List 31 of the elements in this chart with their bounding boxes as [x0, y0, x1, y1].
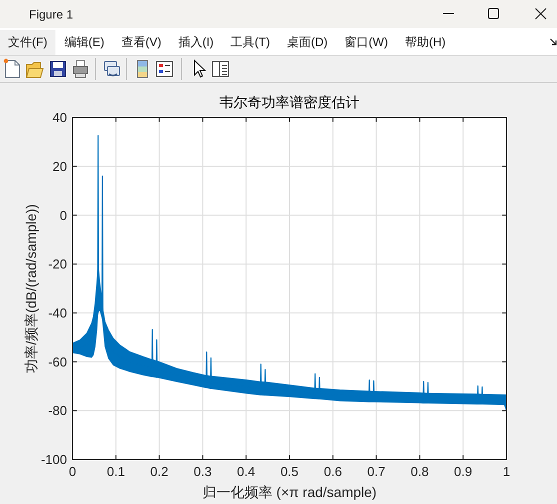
x-tick-label: 0.3	[194, 464, 212, 479]
text: 插入(I)	[178, 35, 214, 49]
y-tick-label: -100	[40, 452, 67, 468]
y-tick-label: -60	[48, 354, 67, 370]
text: 编辑(E)	[64, 35, 104, 49]
y-tick-label: 0	[60, 208, 67, 223]
x-tick-label: 0.5	[280, 464, 299, 479]
x-tick-label: 0.6	[324, 464, 342, 479]
x-tick-label: 0.9	[454, 464, 472, 479]
x-axis-title: 归一化频率 (×π rad/sample)	[202, 484, 377, 500]
x-tick-label: 1	[502, 464, 510, 479]
y-tick-label: 40	[52, 110, 67, 126]
text: 工具(T)	[230, 35, 270, 49]
text: 窗口(W)	[344, 35, 388, 49]
y-tick-label: 20	[52, 158, 67, 174]
text: 桌面(D)	[286, 35, 328, 49]
x-tick-label: 0.4	[237, 464, 256, 479]
y-axis-title: 功率/频率(dB/(rad/sample))	[23, 204, 39, 373]
x-tick-label: 0.2	[150, 464, 168, 479]
text: 文件(F)	[8, 35, 48, 49]
x-tick-label: 0.7	[367, 464, 386, 479]
x-tick-label: 0.8	[410, 464, 429, 479]
y-tick-label: -40	[48, 306, 67, 321]
x-tick-label: 0.1	[106, 464, 125, 479]
x-tick-label: 0	[68, 464, 76, 479]
text: 查看(V)	[121, 35, 162, 49]
y-tick-label: -80	[48, 403, 67, 418]
chart-title: 韦尔奇功率谱密度估计	[220, 94, 360, 110]
y-tick-label: -20	[48, 256, 67, 272]
caption: Figure 1	[29, 8, 74, 22]
text: 帮助(H)	[404, 35, 446, 49]
